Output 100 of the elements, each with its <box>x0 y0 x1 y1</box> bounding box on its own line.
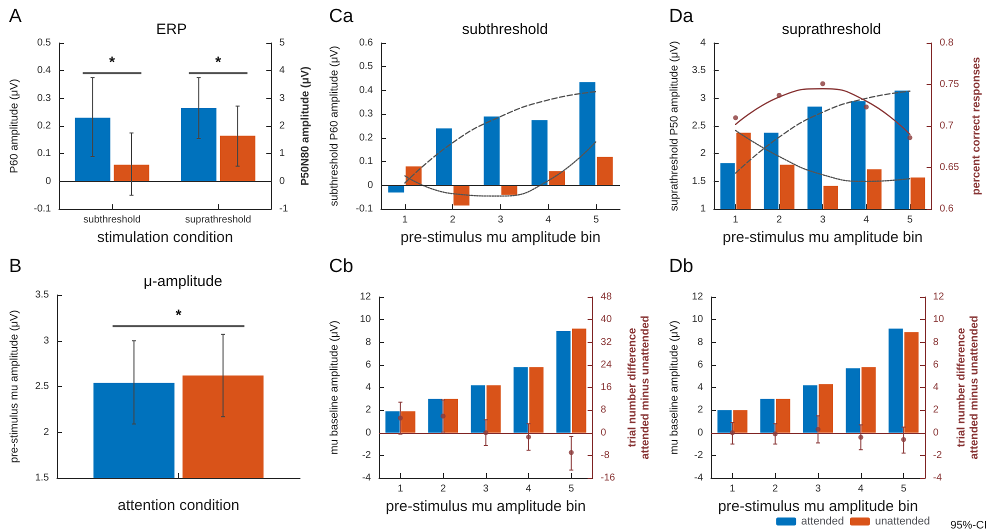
y2-tick-label: 8 <box>933 336 939 348</box>
y2-tick-label: 0 <box>933 427 939 438</box>
y-tick-label: 12 <box>692 292 704 302</box>
y-tick-label: 10 <box>360 314 372 326</box>
chart-subtitle: ERP <box>156 21 187 38</box>
y-tick-label: 2 <box>700 148 706 160</box>
y2-tick-label: 0 <box>279 176 286 187</box>
y2-axis-title: trial number difference attended minus unattended <box>956 316 981 460</box>
x-tick-label: 1 <box>398 484 404 494</box>
chart-title: A <box>9 6 22 27</box>
y2-axis-title: trial number difference attended minus unattended <box>626 316 652 460</box>
y-tick-label: 0.2 <box>37 120 52 132</box>
y-tick-label: 1.5 <box>692 176 706 187</box>
y2-tick-label: 6 <box>933 359 939 370</box>
x-tick-label: 3 <box>815 484 822 494</box>
chart-subtitle: subthreshold <box>462 21 548 38</box>
y-tick-label: 0.5 <box>359 61 374 72</box>
y-tick-label: 3 <box>700 92 706 104</box>
y-tick-label: 0 <box>45 176 52 187</box>
y2-tick-label: 2 <box>933 404 939 416</box>
y2-tick-label: 48 <box>600 292 612 302</box>
x-tick-label: 5 <box>907 214 914 226</box>
chart-title: Cb <box>329 256 354 277</box>
y-tick-label: 0 <box>365 427 372 438</box>
annotation: * <box>215 54 222 72</box>
x-tick-label: 1 <box>730 484 736 494</box>
x-axis-title: attention condition <box>118 497 240 514</box>
chart-subtitle: suprathreshold <box>782 21 882 38</box>
x-tick-label: subthreshold <box>83 214 141 226</box>
legend-label: unattended <box>874 516 930 528</box>
x-tick-label: 4 <box>526 484 532 494</box>
y2-tick-label: 12 <box>933 292 945 302</box>
y-axis-title: suprathreshold P50 amplitude (μV) <box>668 40 680 212</box>
y-tick-label: 12 <box>360 292 372 302</box>
chart-title: Da <box>669 6 694 27</box>
y2-tick-label: 16 <box>600 382 612 393</box>
x-tick-label: 3 <box>498 214 504 226</box>
y-tick-label: 1 <box>700 204 706 215</box>
y-tick-label: 6 <box>697 359 704 370</box>
text: 95%-CI <box>950 520 988 532</box>
y-tick-label: 8 <box>365 336 372 348</box>
y-tick-label: 2 <box>365 404 372 416</box>
x-tick-label: 2 <box>772 484 778 494</box>
y-tick-label: 0 <box>697 427 704 438</box>
y-tick-label: 0.1 <box>359 156 374 168</box>
y-tick-label: 1.5 <box>35 472 50 484</box>
y-tick-label: 0.3 <box>359 108 374 120</box>
annotation: * <box>176 307 182 324</box>
y2-tick-label: 4 <box>279 65 286 76</box>
y-tick-label: 6 <box>365 359 372 370</box>
y-tick-label: 0.5 <box>37 38 52 48</box>
x-tick-label: 3 <box>820 214 826 226</box>
y-tick-label: 0.3 <box>37 92 52 104</box>
y2-tick-label: 0.8 <box>940 38 954 48</box>
y-tick-label: -0.1 <box>356 204 374 215</box>
y-tick-label: 0 <box>367 180 374 191</box>
y2-tick-label: -2 <box>933 450 942 461</box>
y-tick-label: 4 <box>365 382 372 393</box>
y-tick-label: 10 <box>692 314 704 326</box>
y-tick-label: 4 <box>700 38 706 48</box>
x-tick-label: 5 <box>900 484 907 494</box>
y2-tick-label: 5 <box>279 38 286 48</box>
y2-tick-label: 3 <box>279 92 286 104</box>
y-axis-title: mu baseline amplitude (μV) <box>668 320 680 455</box>
y-axis-title: subthreshold P60 amplitude (μV) <box>328 46 340 206</box>
y-tick-label: -2 <box>694 450 704 461</box>
x-tick-label: 2 <box>450 214 456 226</box>
x-tick-label: 2 <box>776 214 782 226</box>
chart-title: Db <box>669 256 694 277</box>
y2-tick-label: 32 <box>600 336 612 348</box>
y-axis-title: mu baseline amplitude (μV) <box>328 320 340 455</box>
x-axis-title: pre-stimulus mu amplitude bin <box>400 229 601 246</box>
y-tick-label: 0.2 <box>359 132 374 144</box>
x-tick-label: 5 <box>593 214 600 226</box>
x-tick-label: 4 <box>546 214 552 226</box>
y-tick-label: 3 <box>43 335 50 346</box>
y-tick-label: 2.5 <box>35 381 50 392</box>
y2-tick-label: 2 <box>279 120 286 132</box>
y-tick-label: 0.6 <box>359 38 374 48</box>
y2-tick-label: 40 <box>600 314 612 326</box>
x-tick-label: 4 <box>858 484 864 494</box>
chart-title: B <box>9 256 22 277</box>
y-tick-label: 3.5 <box>35 290 50 300</box>
y-tick-label: -4 <box>694 472 704 484</box>
y-axis-title: P60 amplitude (μV) <box>8 78 20 174</box>
y2-tick-label: 0.6 <box>940 204 954 215</box>
y-tick-label: -2 <box>362 450 372 461</box>
y2-tick-label: 10 <box>933 314 945 326</box>
y-tick-label: -0.1 <box>34 204 52 215</box>
x-tick-label: 2 <box>440 484 446 494</box>
x-axis-title: pre-stimulus mu amplitude bin <box>718 498 918 515</box>
y2-tick-label: -16 <box>600 472 616 484</box>
y-tick-label: 0.4 <box>37 65 52 76</box>
y2-tick-label: 0.7 <box>940 120 954 132</box>
y2-tick-label: -8 <box>600 450 610 461</box>
y2-axis-title: percent correct responses <box>970 56 982 196</box>
y2-tick-label: -4 <box>933 472 942 484</box>
y2-tick-label: 1 <box>279 148 286 160</box>
y2-tick-label: 0.75 <box>940 79 960 90</box>
y-tick-label: 4 <box>697 382 704 393</box>
